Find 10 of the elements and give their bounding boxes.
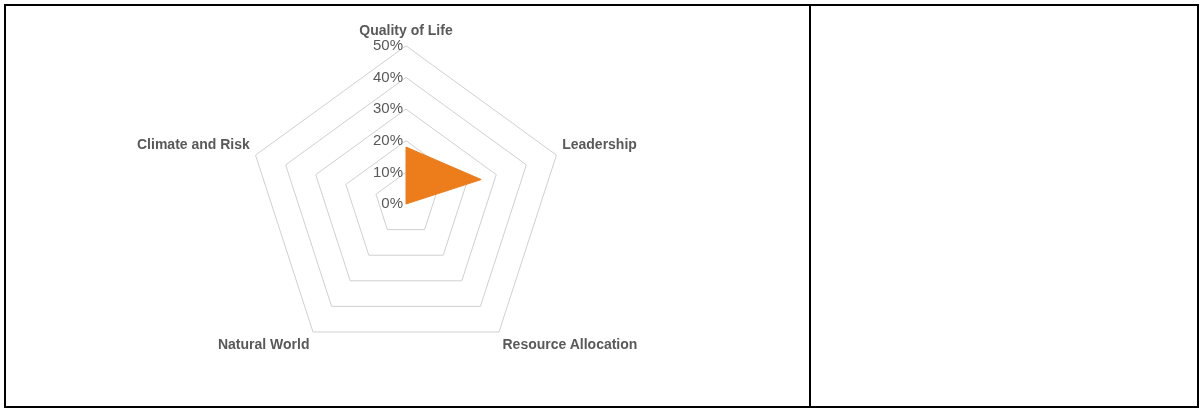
y-tick-label: 0% [381, 194, 403, 212]
y-tick-label: 10% [372, 162, 403, 180]
spoke-label: Quality of Life [359, 22, 453, 39]
spoke-label: Leadership [562, 135, 637, 152]
spoke-label: Natural World [217, 336, 310, 353]
spoke-label: Climate and Risk [137, 135, 251, 152]
y-tick-label: 40% [372, 67, 403, 85]
spoke-label: Resource Allocation [502, 336, 638, 353]
y-tick-label: 30% [372, 99, 403, 117]
y-tick-label: 20% [372, 130, 403, 148]
